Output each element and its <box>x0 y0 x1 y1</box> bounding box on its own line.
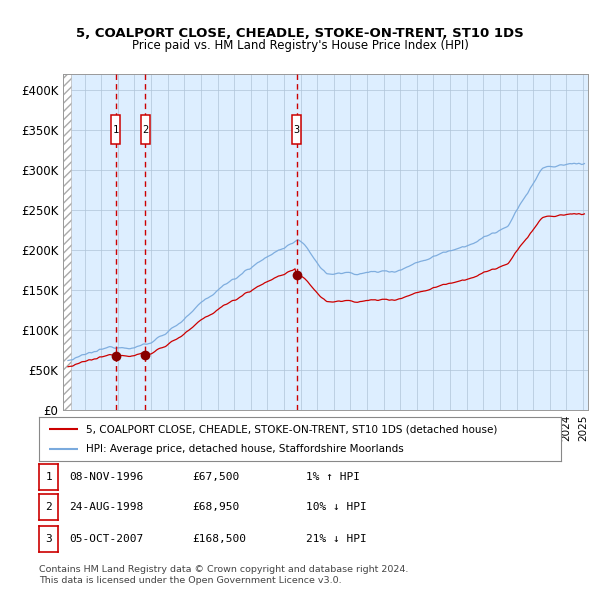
Text: £68,950: £68,950 <box>192 503 239 512</box>
Text: £168,500: £168,500 <box>192 535 246 544</box>
Text: HPI: Average price, detached house, Staffordshire Moorlands: HPI: Average price, detached house, Staf… <box>86 444 404 454</box>
Text: 10% ↓ HPI: 10% ↓ HPI <box>306 503 367 512</box>
FancyBboxPatch shape <box>292 116 301 144</box>
Text: 1: 1 <box>112 125 119 135</box>
Text: 24-AUG-1998: 24-AUG-1998 <box>69 503 143 512</box>
Text: 1: 1 <box>45 472 52 481</box>
Text: 1% ↑ HPI: 1% ↑ HPI <box>306 472 360 481</box>
Text: 2: 2 <box>45 503 52 512</box>
Text: 2: 2 <box>142 125 148 135</box>
FancyBboxPatch shape <box>111 116 120 144</box>
FancyBboxPatch shape <box>140 116 150 144</box>
Text: 3: 3 <box>45 535 52 544</box>
Text: 5, COALPORT CLOSE, CHEADLE, STOKE-ON-TRENT, ST10 1DS: 5, COALPORT CLOSE, CHEADLE, STOKE-ON-TRE… <box>76 27 524 40</box>
Text: Price paid vs. HM Land Registry's House Price Index (HPI): Price paid vs. HM Land Registry's House … <box>131 39 469 52</box>
Text: This data is licensed under the Open Government Licence v3.0.: This data is licensed under the Open Gov… <box>39 576 341 585</box>
Text: 08-NOV-1996: 08-NOV-1996 <box>69 472 143 481</box>
Text: 3: 3 <box>293 125 300 135</box>
Text: Contains HM Land Registry data © Crown copyright and database right 2024.: Contains HM Land Registry data © Crown c… <box>39 565 409 575</box>
Text: 5, COALPORT CLOSE, CHEADLE, STOKE-ON-TRENT, ST10 1DS (detached house): 5, COALPORT CLOSE, CHEADLE, STOKE-ON-TRE… <box>86 424 497 434</box>
Text: 21% ↓ HPI: 21% ↓ HPI <box>306 535 367 544</box>
Text: 05-OCT-2007: 05-OCT-2007 <box>69 535 143 544</box>
Text: £67,500: £67,500 <box>192 472 239 481</box>
